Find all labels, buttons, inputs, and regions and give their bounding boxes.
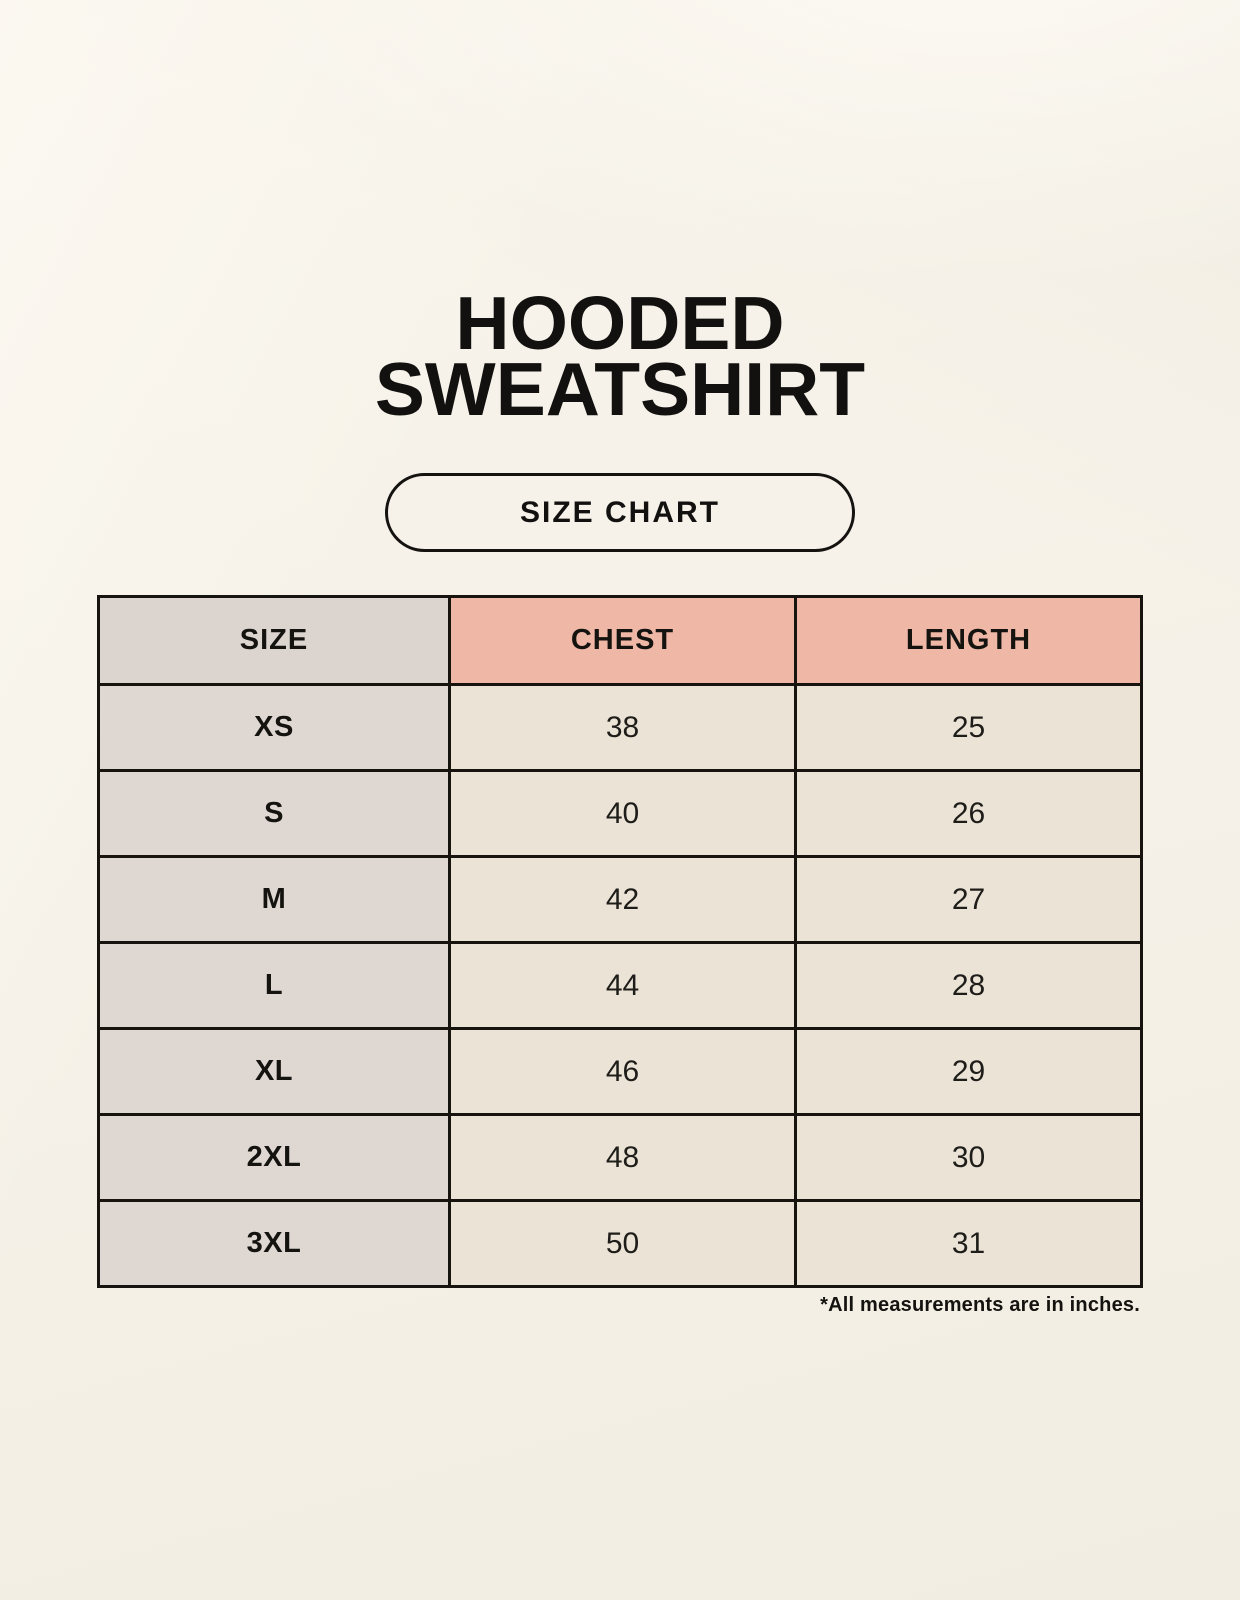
chest-value-cell: 48 xyxy=(448,1113,797,1202)
page-title-line-2: SWEATSHIRT xyxy=(374,347,866,431)
size-label-cell: 2XL xyxy=(97,1113,451,1202)
size-table: SIZE CHEST LENGTH XS 38 25 S 40 26 M 42 … xyxy=(97,595,1143,1288)
table-row: 3XL 50 31 xyxy=(97,1199,1143,1288)
size-label-cell: XL xyxy=(97,1027,451,1116)
chest-value-cell: 42 xyxy=(448,855,797,944)
length-value-cell: 30 xyxy=(794,1113,1143,1202)
column-header-length: LENGTH xyxy=(794,595,1143,686)
table-row: 2XL 48 30 xyxy=(97,1113,1143,1202)
length-value-cell: 29 xyxy=(794,1027,1143,1116)
table-header-row: SIZE CHEST LENGTH xyxy=(97,595,1143,686)
length-value-cell: 26 xyxy=(794,769,1143,858)
size-label-cell: S xyxy=(97,769,451,858)
table-row: S 40 26 xyxy=(97,769,1143,858)
size-chart-button[interactable]: SIZE CHART xyxy=(385,473,855,552)
table-row: L 44 28 xyxy=(97,941,1143,1030)
column-header-size: SIZE xyxy=(97,595,451,686)
size-label-cell: 3XL xyxy=(97,1199,451,1288)
length-value-cell: 31 xyxy=(794,1199,1143,1288)
page-title: HOODED SWEATSHIRT xyxy=(0,281,1240,431)
chest-value-cell: 38 xyxy=(448,683,797,772)
measurements-footnote: *All measurements are in inches. xyxy=(820,1294,1140,1316)
page-title-line-1: HOODED xyxy=(455,281,785,365)
size-label-cell: XS xyxy=(97,683,451,772)
length-value-cell: 28 xyxy=(794,941,1143,1030)
chest-value-cell: 50 xyxy=(448,1199,797,1288)
chest-value-cell: 40 xyxy=(448,769,797,858)
length-value-cell: 25 xyxy=(794,683,1143,772)
size-label-cell: L xyxy=(97,941,451,1030)
length-value-cell: 27 xyxy=(794,855,1143,944)
table-row: XS 38 25 xyxy=(97,683,1143,772)
table-row: M 42 27 xyxy=(97,855,1143,944)
column-header-chest: CHEST xyxy=(448,595,797,686)
size-label-cell: M xyxy=(97,855,451,944)
chest-value-cell: 46 xyxy=(448,1027,797,1116)
table-row: XL 46 29 xyxy=(97,1027,1143,1116)
chest-value-cell: 44 xyxy=(448,941,797,1030)
